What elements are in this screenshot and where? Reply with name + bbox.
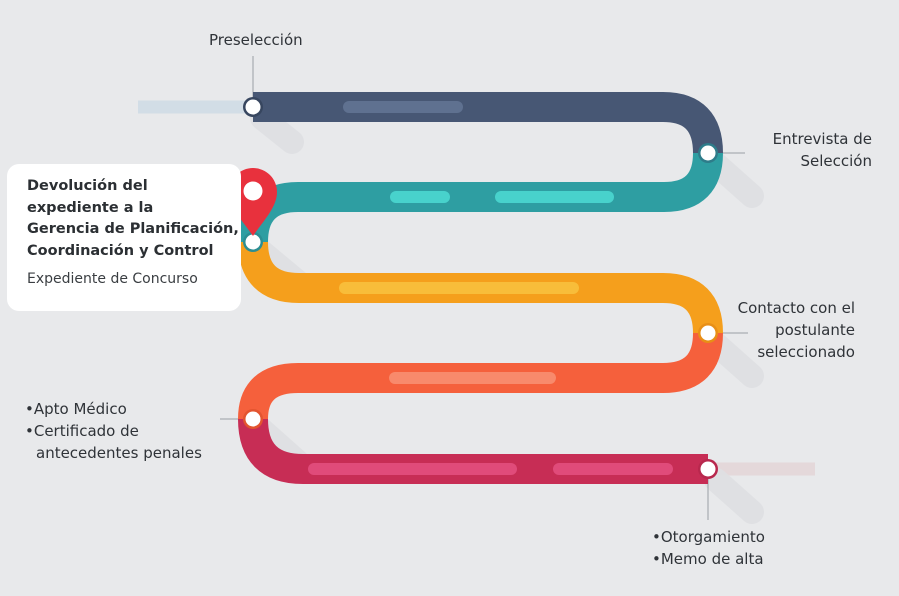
label-preseleccion: Preselección bbox=[209, 31, 303, 49]
callout-card: Devolución del expediente a la Gerencia … bbox=[7, 164, 241, 311]
label-contacto: Contacto con el postulante seleccionado bbox=[737, 299, 855, 361]
callout-subtitle: Expediente de Concurso bbox=[27, 271, 198, 287]
label-otorgamiento: Otorgamiento Memo de alta bbox=[652, 526, 812, 570]
callout-title: Devolución del expediente a la Gerencia … bbox=[27, 178, 239, 259]
band-4 bbox=[238, 332, 723, 420]
location-pin-icon bbox=[229, 168, 277, 236]
band-5 bbox=[238, 418, 708, 484]
bullet-apto-medico: Apto Médico bbox=[25, 398, 225, 420]
bullet-certificado-cont: antecedentes penales bbox=[36, 444, 202, 462]
bullet-memo: Memo de alta bbox=[652, 548, 812, 570]
bullet-otorgamiento: Otorgamiento bbox=[652, 526, 812, 548]
label-apto: Apto Médico Certificado de antecedentes … bbox=[25, 398, 225, 464]
band-1 bbox=[253, 92, 723, 154]
bullet-certificado: Certificado de bbox=[25, 420, 225, 442]
label-entrevista: Entrevista de Selección bbox=[772, 130, 872, 170]
band-2 bbox=[238, 152, 723, 243]
